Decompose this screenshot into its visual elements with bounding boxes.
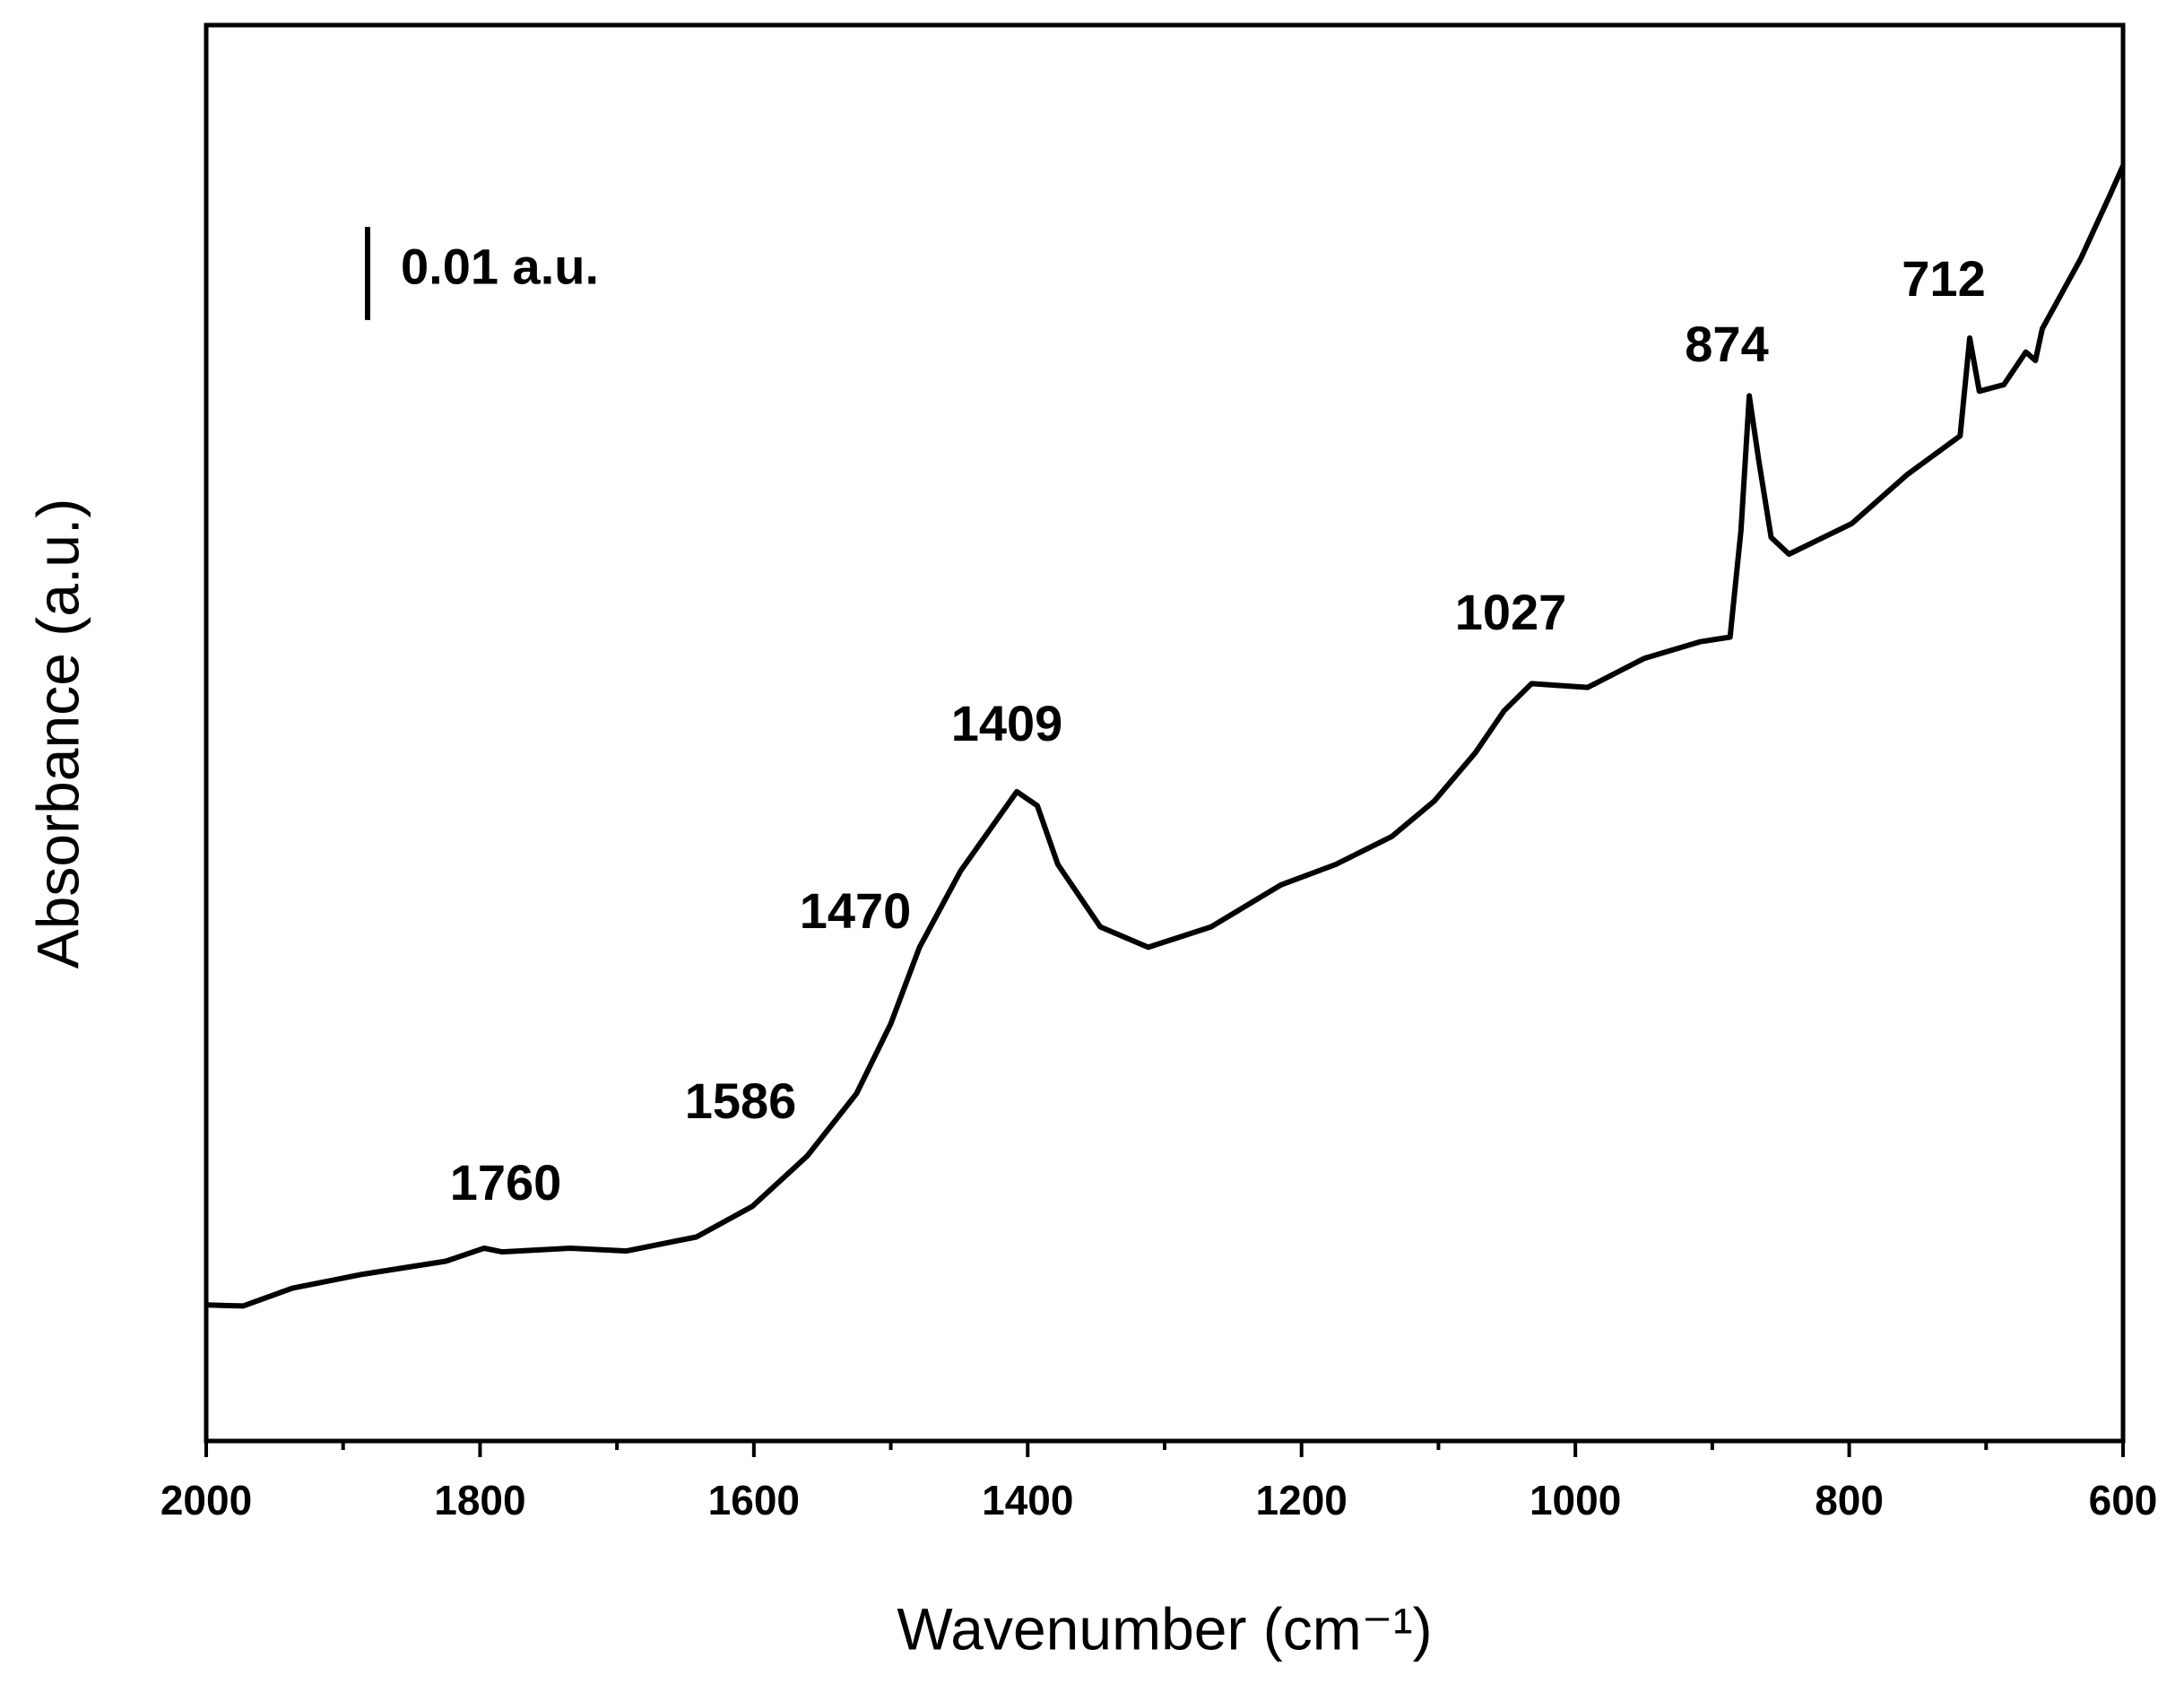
- peak-label: 1027: [1455, 584, 1567, 640]
- spectrum-line: [205, 164, 2126, 1309]
- peak-label: 1409: [951, 695, 1063, 751]
- peak-label: 874: [1685, 316, 1768, 372]
- x-tick-label: 800: [1815, 1477, 1884, 1523]
- x-tick-label: 600: [2089, 1477, 2158, 1523]
- x-tick-label: 1000: [1530, 1477, 1621, 1523]
- peak-label: 1586: [685, 1072, 797, 1129]
- x-axis-title: Wavenumber (cm⁻¹): [897, 1595, 1432, 1662]
- x-tick-label: 2000: [160, 1477, 252, 1523]
- x-tick-label: 1400: [982, 1477, 1073, 1523]
- y-axis-title: Absorbance (a.u.): [24, 499, 91, 969]
- peak-label: 1470: [800, 882, 912, 939]
- scale-bar-label: 0.01 a.u.: [401, 239, 599, 295]
- x-tick-label: 1200: [1256, 1477, 1348, 1523]
- peak-label: 1760: [450, 1154, 562, 1211]
- x-tick-label: 1600: [708, 1477, 800, 1523]
- x-tick-label: 1800: [434, 1477, 525, 1523]
- peak-label: 712: [1902, 250, 1985, 307]
